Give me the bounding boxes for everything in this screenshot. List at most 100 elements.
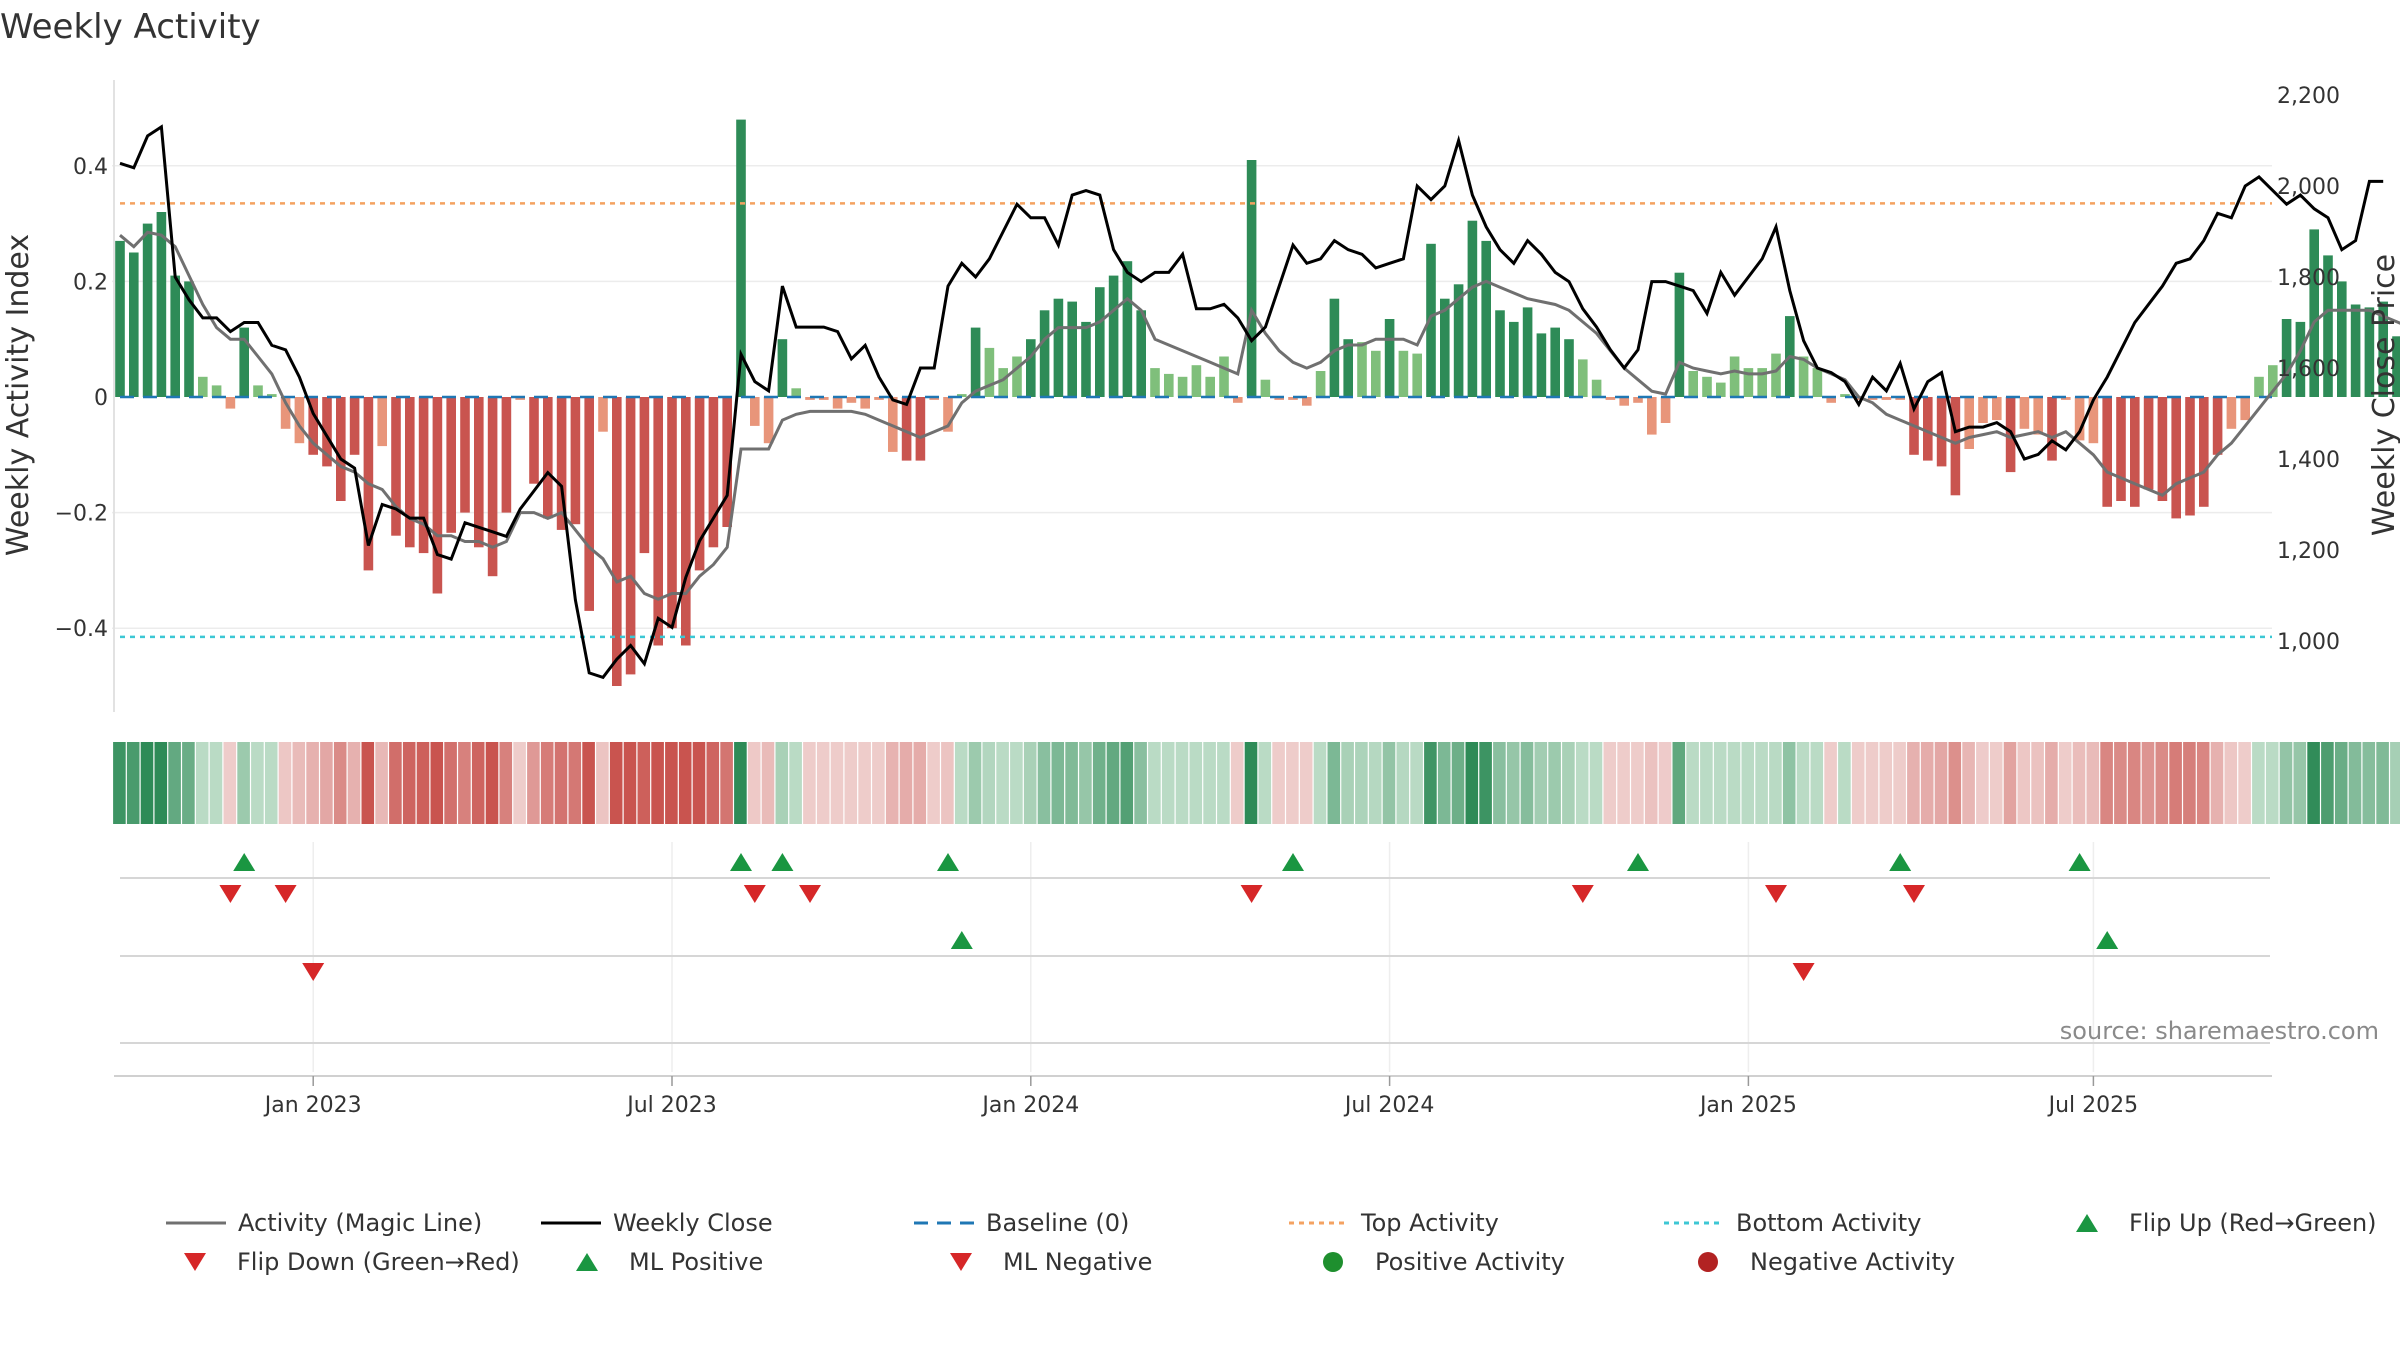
- activity-bar: [1012, 356, 1022, 397]
- heat-cell: [1106, 742, 1120, 824]
- heat-cell: [2376, 742, 2389, 824]
- heat-cell: [416, 742, 430, 824]
- flip-down-marker: [1240, 885, 1263, 903]
- heat-cell: [2183, 742, 2196, 824]
- activity-bar: [501, 397, 512, 513]
- heat-cell: [1755, 742, 1768, 824]
- x-tick-label: Jan 2025: [1698, 1093, 1797, 1118]
- ml-positive-marker: [2096, 931, 2119, 949]
- heat-cell: [1534, 742, 1548, 824]
- flip-up-marker: [233, 853, 256, 871]
- activity-bar: [1564, 339, 1574, 397]
- activity-bar: [874, 397, 884, 400]
- activity-bar: [1729, 356, 1740, 397]
- heat-cell: [1120, 742, 1134, 824]
- heat-cell: [954, 742, 968, 824]
- heat-cell: [1244, 742, 1258, 824]
- heat-cell: [968, 742, 982, 824]
- y2-tick-label: 1,000: [2277, 630, 2340, 655]
- heat-cell: [2114, 742, 2127, 824]
- activity-bar: [1605, 397, 1616, 400]
- activity-bar: [1067, 301, 1077, 397]
- activity-bar: [598, 397, 608, 432]
- y-tick-label: 0.2: [73, 270, 108, 295]
- heat-cell: [2072, 742, 2086, 824]
- activity-bar: [1647, 397, 1657, 435]
- heat-cell: [264, 742, 278, 824]
- activity-bar: [998, 368, 1008, 397]
- activity-bar: [2061, 397, 2071, 400]
- heat-cell: [1989, 742, 2003, 824]
- chart-title: Weekly Activity: [0, 7, 261, 47]
- activity-bar: [253, 385, 263, 397]
- activity-bar: [2323, 255, 2333, 397]
- heat-cell: [154, 742, 168, 824]
- heat-cell: [1879, 742, 1893, 824]
- activity-bar: [1233, 397, 1243, 403]
- activity-bar: [1371, 350, 1381, 397]
- heat-cell: [1023, 742, 1037, 824]
- heat-cell: [899, 742, 913, 824]
- activity-bar: [543, 397, 553, 519]
- heat-cell: [1010, 742, 1023, 824]
- heat-cell: [540, 742, 554, 824]
- activity-bar: [1081, 321, 1091, 397]
- heat-cell: [499, 742, 513, 824]
- heat-cell: [1424, 742, 1437, 824]
- activity-bar: [2364, 307, 2375, 397]
- heat-cell: [1148, 742, 1161, 824]
- activity-bar: [694, 397, 705, 571]
- heat-cell: [2321, 742, 2334, 824]
- legend-label: Flip Down (Green→Red): [237, 1248, 520, 1276]
- activity-bar: [791, 388, 801, 397]
- activity-bar: [1992, 397, 2002, 421]
- activity-bar: [846, 397, 857, 403]
- activity-bar: [432, 397, 443, 594]
- y2-tick-label: 1,200: [2277, 539, 2340, 564]
- activity-bar: [336, 397, 346, 501]
- heat-cell: [554, 742, 568, 824]
- heat-cell: [1976, 742, 1989, 824]
- y2-tick-label: 1,400: [2277, 448, 2340, 473]
- activity-bar: [2309, 229, 2319, 397]
- activity-bar: [1164, 373, 1174, 397]
- legend-label: Bottom Activity: [1736, 1209, 1921, 1237]
- activity-bar: [1964, 397, 1974, 449]
- activity-bar: [1108, 275, 1119, 397]
- heat-cell: [2100, 742, 2113, 824]
- activity-bar: [115, 240, 125, 397]
- activity-bar: [2171, 397, 2181, 519]
- heat-cell: [195, 742, 209, 824]
- heat-cell: [1203, 742, 1216, 824]
- activity-bar: [584, 397, 594, 611]
- heat-cell: [2334, 742, 2348, 824]
- activity-bar: [1246, 160, 1257, 397]
- activity-bar: [708, 397, 719, 548]
- heat-cell: [1092, 742, 1106, 824]
- activity-bar: [1122, 261, 1133, 397]
- flip-up-marker: [1627, 853, 1649, 871]
- heat-cell: [706, 742, 720, 824]
- activity-bar: [2240, 397, 2250, 421]
- x-tick-label: Jul 2025: [2047, 1093, 2139, 1118]
- activity-bar: [639, 397, 650, 554]
- activity-bar: [1895, 397, 1905, 400]
- heat-cell: [458, 742, 471, 824]
- activity-bar: [2157, 397, 2168, 501]
- heat-cell: [1824, 742, 1837, 824]
- reference-lines: [120, 202, 2272, 639]
- ml-negative-marker: [302, 963, 325, 981]
- heat-cell: [1437, 742, 1451, 824]
- y-tick-label: 0: [94, 386, 108, 411]
- activity-bar: [1288, 397, 1298, 400]
- heat-cell: [1672, 742, 1686, 824]
- activity-bar: [1509, 321, 1519, 397]
- heat-cell: [361, 742, 375, 824]
- activity-bar: [929, 397, 939, 400]
- activity-bar: [915, 397, 926, 461]
- heat-cell: [596, 742, 609, 824]
- heat-cell: [2127, 742, 2141, 824]
- activity-bar: [2337, 281, 2347, 397]
- heat-cell: [2169, 742, 2182, 824]
- series-lines: [119, 124, 2400, 680]
